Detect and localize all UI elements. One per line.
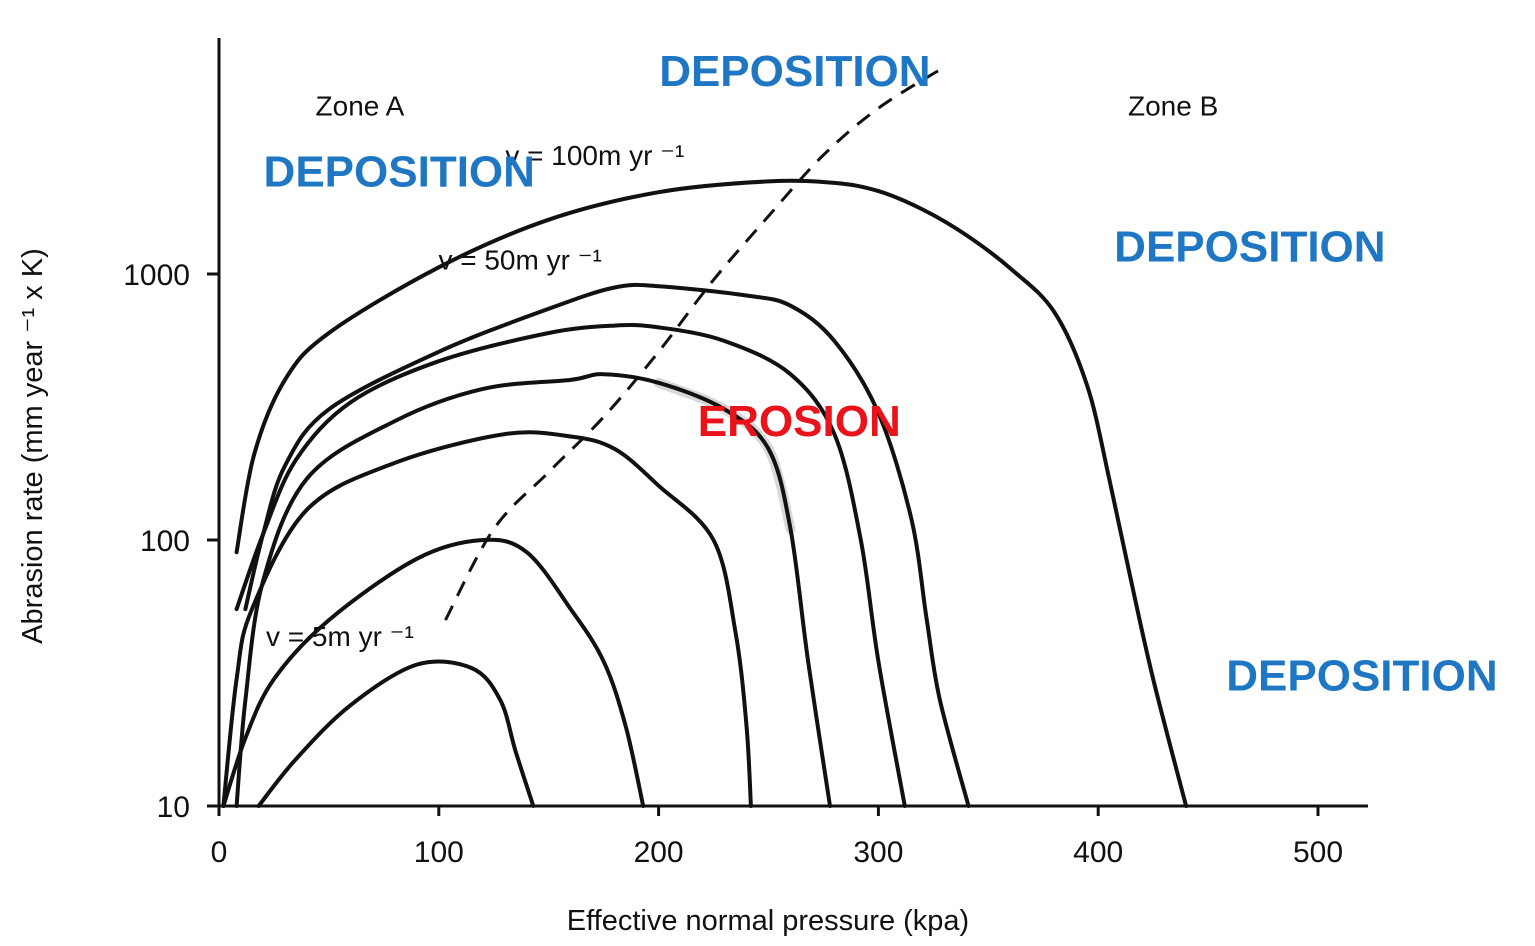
labels-group: Zone A Zone B v = 100m yr ⁻¹ v = 50m yr ⁻¹ v… — [264, 47, 1498, 700]
series-line-7 — [256, 659, 536, 808]
x-tick-label: 500 — [1293, 836, 1343, 869]
deposition-region-label: DEPOSITION — [659, 47, 930, 96]
deposition-region-label: DEPOSITION — [264, 147, 535, 196]
x-tick-label: 200 — [634, 836, 684, 869]
x-tick-label: 100 — [414, 836, 464, 869]
series-line-5 — [221, 430, 753, 808]
series-label: v = 100m yr ⁻¹ — [505, 140, 684, 171]
x-axis-title: Effective normal pressure (kpa) — [567, 905, 969, 937]
y-tick-label: 100 — [140, 525, 190, 558]
series-label: v = 5m yr ⁻¹ — [266, 621, 414, 652]
series-line-6 — [221, 537, 646, 808]
y-axis-title: Abrasion rate (mm year ⁻¹ x K) — [17, 248, 49, 644]
curves-group — [221, 65, 1189, 808]
series-label: v = 50m yr ⁻¹ — [438, 244, 601, 275]
deposition-region-label: DEPOSITION — [1226, 651, 1497, 700]
x-tick-label: 0 — [211, 836, 228, 869]
erosion-region-label: EROSION — [698, 397, 901, 446]
axes — [217, 38, 1368, 808]
x-tick-label: 300 — [853, 836, 903, 869]
series-line-3 — [234, 323, 907, 808]
series-line-1 — [234, 178, 1189, 808]
y-tick-label: 10 — [157, 791, 190, 824]
zone-label: Zone B — [1128, 90, 1218, 121]
tick-group: 0 100 200 300 400 500 10 100 1000 — [123, 259, 1343, 869]
zone-boundary-line — [444, 65, 946, 621]
zone-label: Zone A — [316, 90, 405, 121]
y-tick-label: 1000 — [123, 259, 190, 292]
x-tick-label: 400 — [1073, 836, 1123, 869]
series-line-2 — [243, 282, 971, 808]
deposition-region-label: DEPOSITION — [1114, 222, 1385, 271]
